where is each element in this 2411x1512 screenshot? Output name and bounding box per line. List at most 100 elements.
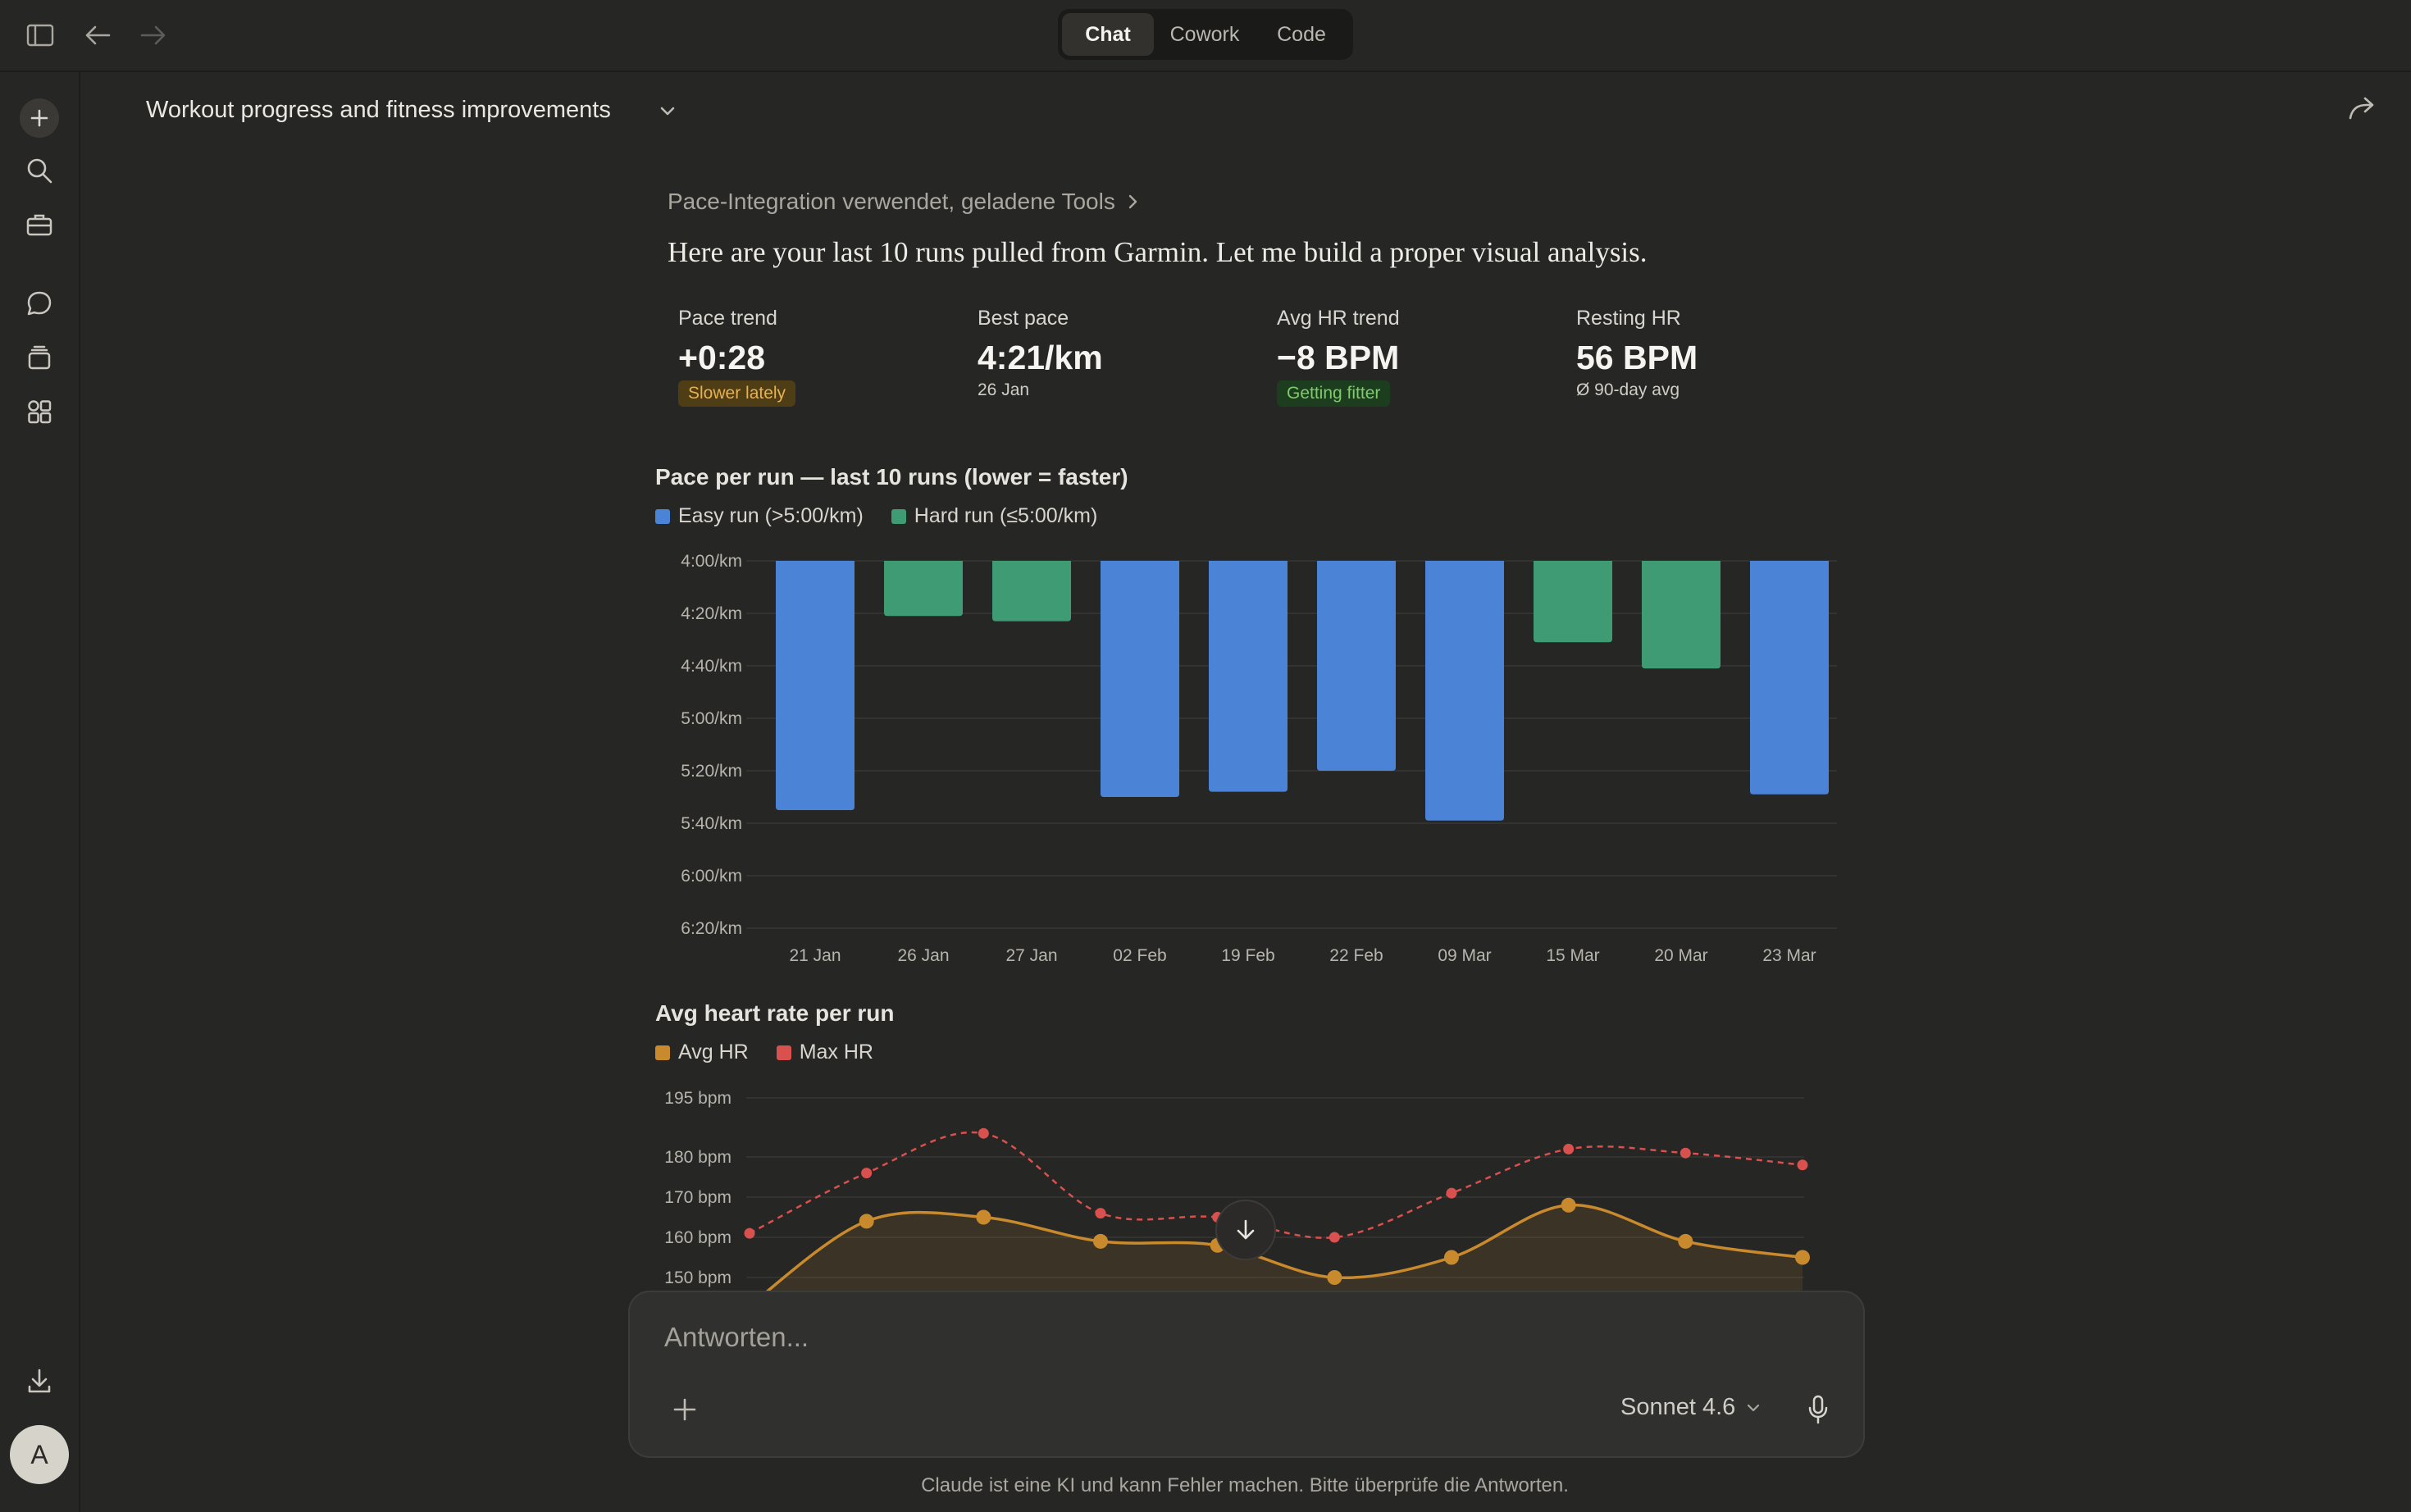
max-hr-point [1563, 1143, 1575, 1154]
chevron-right-icon [1128, 194, 1137, 209]
back-arrow-icon[interactable] [77, 18, 118, 52]
avg-hr-point [1093, 1233, 1108, 1249]
legend-item: Avg HR [655, 1041, 749, 1064]
scroll-to-bottom-button[interactable] [1215, 1200, 1276, 1260]
forward-arrow-icon[interactable] [133, 18, 174, 52]
tool-use-label: Pace-Integration verwendet, geladene Too… [668, 189, 1115, 214]
y-tick-label: 195 bpm [664, 1089, 732, 1108]
legend-item: Max HR [776, 1041, 873, 1064]
bar [992, 561, 1071, 622]
legend-label: Avg HR [678, 1041, 749, 1063]
stat-sub: 26 Jan [978, 380, 1030, 399]
stat-label: Resting HR [1576, 307, 1681, 330]
sidebar-toggle-icon[interactable] [20, 18, 61, 52]
stat-card-avg-hr-trend: Avg HR trend −8 BPM Getting fitter [1277, 307, 1556, 407]
assistant-message: Here are your last 10 runs pulled from G… [668, 236, 1648, 268]
stat-card-best-pace: Best pace 4:21/km 26 Jan [978, 307, 1256, 400]
y-tick-label: 5:00/km [681, 709, 742, 728]
top-bar: Chat Cowork Code [0, 0, 2411, 72]
attach-button[interactable] [666, 1391, 704, 1428]
x-tick-label: 09 Mar [1438, 946, 1491, 965]
max-hr-point [1446, 1187, 1457, 1199]
tab-chat[interactable]: Chat [1062, 13, 1154, 56]
composer: Sonnet 4.6 [628, 1291, 1865, 1458]
stat-label: Avg HR trend [1277, 307, 1400, 330]
y-tick-label: 180 bpm [664, 1148, 732, 1167]
avg-hr-point [1561, 1197, 1576, 1213]
stat-value: +0:28 [678, 339, 766, 376]
stat-card-resting-hr: Resting HR 56 BPM Ø 90-day avg [1576, 307, 1855, 400]
y-tick-label: 5:20/km [681, 762, 742, 781]
stat-value: 56 BPM [1576, 339, 1698, 376]
tab-code[interactable]: Code [1277, 22, 1326, 46]
y-tick-label: 150 bpm [664, 1268, 732, 1287]
x-tick-label: 23 Mar [1762, 946, 1816, 965]
chats-button[interactable] [20, 284, 59, 323]
x-tick-label: 20 Mar [1654, 946, 1707, 965]
avg-hr-line [765, 1203, 1803, 1291]
legend-swatch [776, 1045, 791, 1060]
bar [884, 561, 963, 617]
chevron-down-icon[interactable] [656, 100, 679, 123]
y-tick-label: 4:20/km [681, 604, 742, 623]
max-hr-point [744, 1227, 755, 1239]
bar [1317, 561, 1396, 771]
reply-input[interactable] [664, 1322, 1730, 1353]
legend-item: Hard run (≤5:00/km) [891, 504, 1098, 528]
max-hr-point [861, 1168, 873, 1179]
x-tick-label: 02 Feb [1113, 946, 1166, 965]
legend-label: Max HR [799, 1041, 873, 1063]
microphone-icon [1808, 1395, 1828, 1424]
search-button[interactable] [20, 151, 59, 190]
max-hr-point [1797, 1159, 1808, 1171]
conversation-title[interactable]: Workout progress and fitness improvement… [146, 97, 611, 123]
status-badge: Slower lately [678, 380, 796, 407]
hr-chart-title: Avg heart rate per run [655, 1000, 895, 1026]
model-name: Sonnet 4.6 [1620, 1394, 1736, 1420]
y-tick-label: 4:00/km [681, 552, 742, 571]
pace-chart: 4:00/km 4:20/km 4:40/km 5:00/km 5:20/km 5:40/… [681, 552, 1837, 965]
plus-icon [673, 1398, 696, 1421]
tab-cowork[interactable]: Cowork [1169, 22, 1240, 46]
layers-icon [28, 345, 51, 370]
bar [776, 561, 855, 810]
plus-icon [30, 109, 48, 127]
x-tick-label: 27 Jan [1005, 946, 1057, 965]
x-tick-label: 21 Jan [789, 946, 841, 965]
avg-hr-point [1678, 1233, 1693, 1249]
apps-icon [28, 400, 52, 424]
projects-button[interactable] [20, 205, 59, 244]
legend-item: Easy run (>5:00/km) [655, 504, 864, 528]
artifacts-button[interactable] [20, 338, 59, 377]
stat-label: Best pace [978, 307, 1069, 330]
stat-card-pace-trend: Pace trend +0:28 Slower lately [678, 307, 957, 407]
tool-use-summary[interactable]: Pace-Integration verwendet, geladene Too… [668, 189, 1140, 215]
model-selector[interactable]: Sonnet 4.6 [1620, 1394, 1762, 1421]
share-icon[interactable] [2347, 95, 2377, 121]
avg-hr-point [976, 1209, 991, 1225]
legend-swatch [655, 1045, 670, 1060]
max-hr-point [1329, 1232, 1340, 1243]
max-hr-point [1679, 1147, 1691, 1159]
download-app-button[interactable] [20, 1361, 59, 1400]
new-chat-button[interactable] [20, 98, 59, 138]
legend-swatch [891, 508, 906, 524]
bar [1101, 561, 1179, 797]
bar [1425, 561, 1504, 821]
avg-hr-point [1327, 1270, 1342, 1285]
legend-label: Hard run (≤5:00/km) [914, 504, 1098, 527]
avatar[interactable]: A [10, 1425, 69, 1484]
max-hr-point [978, 1127, 989, 1139]
microphone-button[interactable] [1798, 1389, 1839, 1430]
y-tick-label: 5:40/km [681, 814, 742, 833]
chat-bubble-icon [27, 291, 52, 316]
y-tick-label: 4:40/km [681, 657, 742, 676]
apps-button[interactable] [20, 392, 59, 431]
download-icon [28, 1369, 51, 1393]
stat-value: 4:21/km [978, 339, 1103, 376]
stat-sub: Ø 90-day avg [1576, 380, 1680, 399]
sidebar: A [0, 72, 80, 1512]
avg-hr-point [1444, 1250, 1459, 1265]
bar [1534, 561, 1612, 643]
avg-hr-point [859, 1214, 874, 1229]
